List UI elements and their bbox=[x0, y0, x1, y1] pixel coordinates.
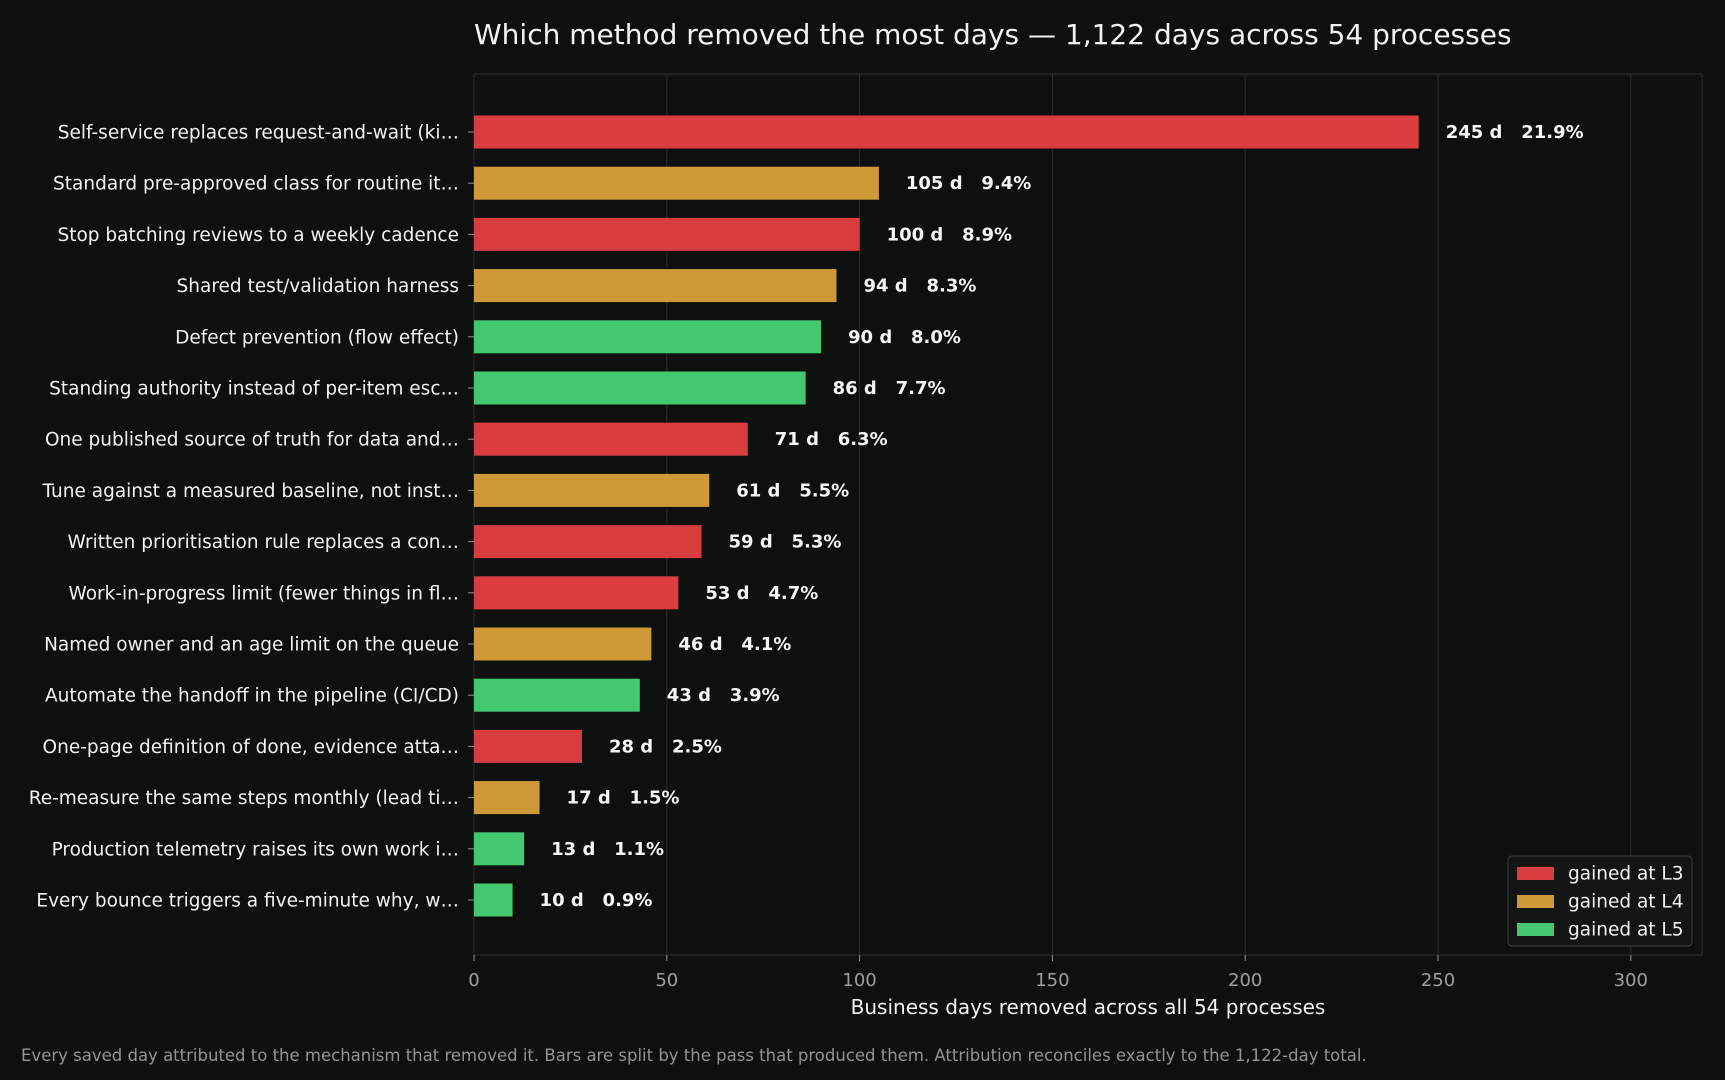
value-label: 61 d 5.5% bbox=[736, 480, 849, 501]
value-label: 245 d 21.9% bbox=[1446, 122, 1584, 143]
x-axis-ticks: 0 50 100 150 200 250 300 bbox=[468, 955, 1648, 991]
x-tick-label: 150 bbox=[1035, 970, 1069, 991]
category-label: Production telemetry raises its own work… bbox=[52, 839, 459, 860]
bar bbox=[474, 422, 748, 456]
bar bbox=[474, 678, 640, 712]
bar bbox=[474, 473, 710, 507]
category-label: Tune against a measured baseline, not in… bbox=[42, 481, 459, 502]
value-label: 90 d 8.0% bbox=[848, 327, 961, 348]
category-label: One-page definition of done, evidence at… bbox=[43, 737, 459, 758]
category-label: Stop batching reviews to a weekly cadenc… bbox=[57, 225, 459, 246]
category-label: Standard pre-approved class for routine … bbox=[53, 174, 459, 195]
value-label: 10 d 0.9% bbox=[540, 890, 653, 911]
x-tick-label: 0 bbox=[468, 970, 479, 991]
value-label: 28 d 2.5% bbox=[609, 736, 722, 757]
value-label: 86 d 7.7% bbox=[833, 378, 946, 399]
bar bbox=[474, 781, 540, 815]
value-label: 13 d 1.1% bbox=[551, 839, 664, 860]
x-axis-label: Business days removed across all 54 proc… bbox=[851, 995, 1326, 1019]
value-label: 59 d 5.3% bbox=[729, 532, 842, 553]
bar bbox=[474, 729, 582, 763]
value-label: 17 d 1.5% bbox=[567, 788, 680, 809]
category-label: Every bounce triggers a five-minute why,… bbox=[36, 891, 459, 912]
value-label: 71 d 6.3% bbox=[775, 429, 888, 450]
x-tick-label: 100 bbox=[842, 970, 876, 991]
bars bbox=[474, 115, 1419, 917]
value-label: 43 d 3.9% bbox=[667, 685, 780, 706]
value-labels: 245 d 21.9% 105 d 9.4% 100 d 8.9% 94 d 8.3%… bbox=[540, 122, 1584, 911]
bar bbox=[474, 627, 652, 661]
value-label: 46 d 4.1% bbox=[678, 634, 791, 655]
bar bbox=[474, 166, 879, 200]
value-label: 53 d 4.7% bbox=[705, 583, 818, 604]
chart-title: Which method removed the most days — 1,1… bbox=[474, 18, 1512, 51]
x-tick-label: 300 bbox=[1614, 970, 1648, 991]
bar bbox=[474, 371, 806, 405]
x-tick-label: 50 bbox=[655, 970, 678, 991]
category-label: One published source of truth for data a… bbox=[45, 430, 459, 451]
category-label: Written prioritisation rule replaces a c… bbox=[68, 532, 459, 553]
legend-swatch bbox=[1517, 923, 1554, 936]
x-tick-label: 250 bbox=[1421, 970, 1455, 991]
legend-label: gained at L5 bbox=[1568, 920, 1684, 941]
category-label: Standing authority instead of per-item e… bbox=[49, 379, 459, 400]
category-label: Work-in-progress limit (fewer things in … bbox=[69, 583, 460, 604]
category-label: Shared test/validation harness bbox=[177, 276, 459, 297]
bar bbox=[474, 576, 679, 610]
category-label: Self-service replaces request-and-wait (… bbox=[58, 123, 459, 144]
bar bbox=[474, 883, 513, 917]
legend-label: gained at L4 bbox=[1568, 892, 1684, 913]
bar bbox=[474, 217, 860, 251]
value-label: 100 d 8.9% bbox=[887, 224, 1012, 245]
category-label: Defect prevention (flow effect) bbox=[175, 327, 459, 348]
category-label: Named owner and an age limit on the queu… bbox=[44, 635, 459, 656]
footnote: Every saved day attributed to the mechan… bbox=[21, 1046, 1367, 1065]
legend-swatch bbox=[1517, 867, 1554, 880]
plot-area-frame bbox=[473, 73, 1703, 956]
bar bbox=[474, 115, 1419, 149]
bar bbox=[474, 525, 702, 559]
category-labels: Self-service replaces request-and-wait (… bbox=[29, 123, 474, 912]
legend: gained at L3 gained at L4 gained at L5 bbox=[1507, 855, 1693, 947]
bar bbox=[474, 269, 837, 303]
value-label: 94 d 8.3% bbox=[863, 276, 976, 297]
bar bbox=[474, 832, 525, 866]
category-label: Re-measure the same steps monthly (lead … bbox=[29, 788, 459, 809]
value-label: 105 d 9.4% bbox=[906, 173, 1031, 194]
x-tick-label: 200 bbox=[1228, 970, 1262, 991]
legend-label: gained at L3 bbox=[1568, 864, 1684, 885]
legend-swatch bbox=[1517, 895, 1554, 908]
category-label: Automate the handoff in the pipeline (CI… bbox=[45, 686, 459, 707]
bar bbox=[474, 320, 822, 354]
